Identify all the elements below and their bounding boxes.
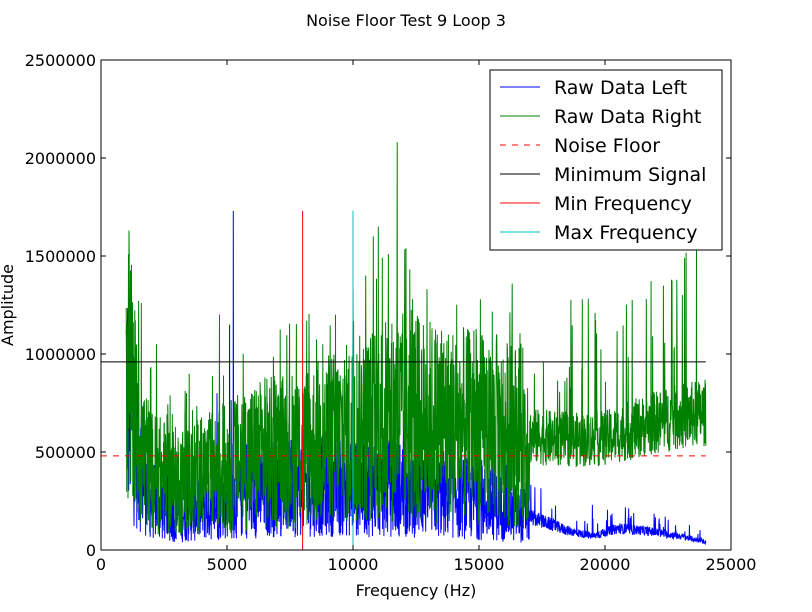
y-axis: 0 500000 1000000 1500000 2000000 2500000 <box>25 51 731 560</box>
y-tick-label-4: 2000000 <box>25 149 96 168</box>
x-tick-label-3: 15000 <box>454 555 505 574</box>
series-layer <box>101 142 707 550</box>
plot-frame <box>100 59 732 551</box>
legend-item-noise-floor-label: Noise Floor <box>554 135 660 157</box>
legend-box <box>489 69 723 251</box>
x-tick-label-5: 25000 <box>706 555 757 574</box>
y-tick-label-0: 0 <box>86 541 96 560</box>
y-tick-label-2: 1000000 <box>25 345 96 364</box>
legend-item-raw-data-right-label: Raw Data Right <box>554 106 701 128</box>
x-axis-label: Frequency (Hz) <box>356 581 477 600</box>
x-tick-label-0: 0 <box>96 555 106 574</box>
legend: Raw Data Left Raw Data Right Noise Floor Mi… <box>489 69 723 251</box>
series-raw-data-right <box>125 142 707 535</box>
y-tick-label-3: 1500000 <box>25 247 96 266</box>
x-tick-label-4: 20000 <box>580 555 631 574</box>
y-tick-label-1: 500000 <box>35 443 96 462</box>
chart-title: Noise Floor Test 9 Loop 3 <box>306 11 506 30</box>
x-tick-label-2: 10000 <box>328 555 379 574</box>
x-tick-label-1: 5000 <box>207 555 248 574</box>
y-axis-label: Amplitude <box>0 264 17 346</box>
legend-item-max-frequency-label: Max Frequency <box>554 222 697 244</box>
x-axis: 0 5000 10000 15000 20000 25000 <box>96 60 757 574</box>
y-tick-label-5: 2500000 <box>25 51 96 70</box>
legend-item-raw-data-left-label: Raw Data Left <box>554 77 687 99</box>
legend-item-min-frequency-label: Min Frequency <box>554 193 692 215</box>
legend-item-minimum-signal-label: Minimum Signal <box>554 164 706 186</box>
